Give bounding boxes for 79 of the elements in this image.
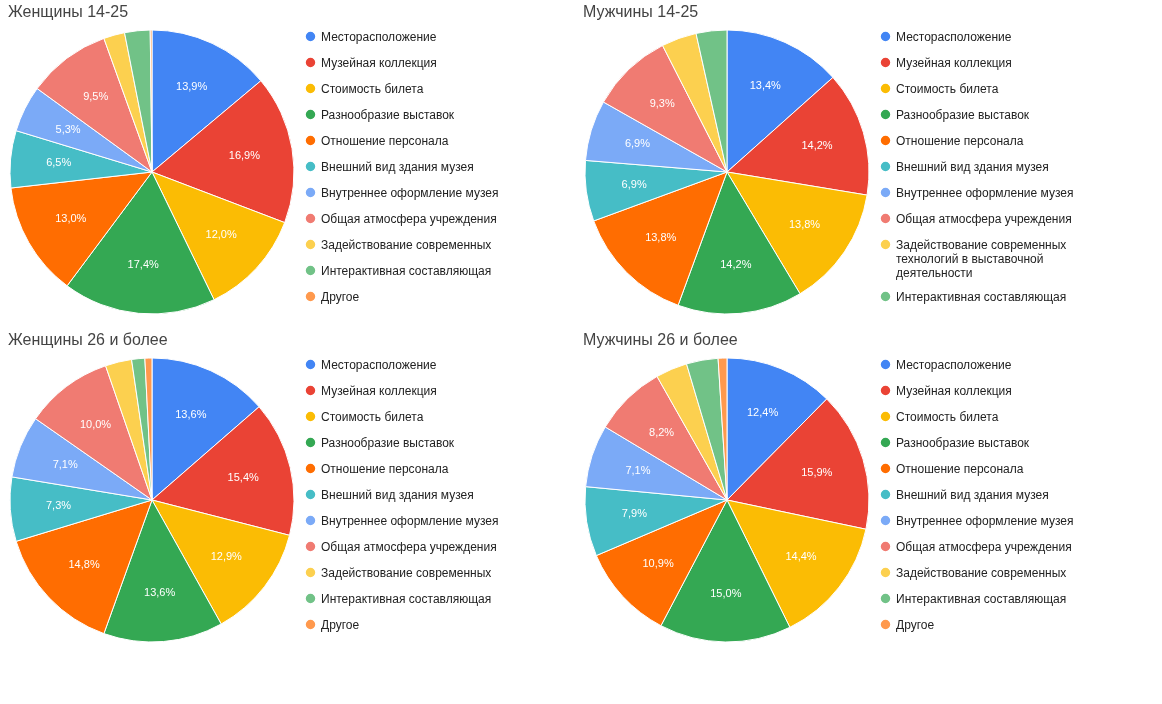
legend-label: Разнообразие выставок bbox=[321, 107, 455, 122]
data-label: 13,8% bbox=[788, 217, 821, 230]
chart-title: Мужчины 14-25 bbox=[583, 3, 699, 20]
legend-label: Общая атмосфера учреждения bbox=[321, 211, 497, 226]
legend-label: Отношение персонала bbox=[321, 133, 449, 148]
legend-label: Внешний вид здания музея bbox=[896, 487, 1049, 502]
legend-label: Общая атмосфера учреждения bbox=[896, 539, 1072, 554]
legend-label: Другое bbox=[321, 289, 360, 304]
legend-label: Отношение персонала bbox=[321, 461, 449, 476]
legend-label: Разнообразие выставок bbox=[896, 107, 1030, 122]
data-label: 6,5% bbox=[46, 156, 72, 169]
legend-label: Месторасположение bbox=[896, 29, 1012, 44]
legend-label: Месторасположение bbox=[321, 357, 437, 372]
data-label: 14,2% bbox=[720, 258, 752, 271]
legend-label: Интерактивная составляющая bbox=[896, 591, 1067, 606]
data-label: 9,5% bbox=[83, 90, 109, 103]
data-label: 12,4% bbox=[746, 406, 779, 419]
legend-label: Внешний вид здания музея bbox=[321, 159, 474, 174]
data-label: 12,0% bbox=[205, 228, 237, 241]
data-label: 13,0% bbox=[55, 211, 87, 224]
legend-label: Общая атмосфера учреждения bbox=[896, 211, 1072, 226]
data-label: 15,4% bbox=[227, 471, 260, 484]
legend-label: Отношение персонала bbox=[896, 461, 1024, 476]
chart-title: Женщины 26 и более bbox=[8, 331, 168, 348]
data-label: 15,9% bbox=[801, 466, 833, 479]
data-label: 13,6% bbox=[175, 407, 207, 420]
legend-label: Другое bbox=[896, 617, 935, 632]
legend-label: Разнообразие выставок bbox=[896, 435, 1030, 450]
data-label: 12,9% bbox=[210, 550, 243, 563]
legend-label: Разнообразие выставок bbox=[321, 435, 455, 450]
legend-label: Внешний вид здания музея bbox=[896, 159, 1049, 174]
legend-label: Задействование современных bbox=[896, 565, 1067, 580]
data-label: 15,0% bbox=[710, 586, 742, 599]
legend-label: Интерактивная составляющая bbox=[321, 591, 492, 606]
legend-label: Стоимость билета bbox=[321, 81, 424, 96]
data-label: 10,9% bbox=[642, 556, 674, 569]
data-label: 8,2% bbox=[649, 425, 675, 438]
legend-label: Месторасположение bbox=[321, 29, 437, 44]
data-label: 13,8% bbox=[645, 231, 677, 244]
chart-title: Мужчины 26 и более bbox=[583, 331, 738, 348]
legend-label: Стоимость билета bbox=[321, 409, 424, 424]
data-label: 10,0% bbox=[79, 418, 112, 431]
legend-label: Интерактивная составляющая bbox=[896, 289, 1067, 304]
data-label: 6,9% bbox=[621, 177, 647, 190]
data-label: 13,6% bbox=[144, 586, 176, 599]
data-label: 14,8% bbox=[68, 557, 100, 570]
data-label: 7,1% bbox=[52, 457, 78, 470]
legend-label: Задействование современных технологий в выставочной деятельности bbox=[896, 237, 1067, 280]
legend-label: Задействование современных bbox=[321, 565, 492, 580]
data-label: 14,4% bbox=[785, 550, 817, 563]
legend-label: Общая атмосфера учреждения bbox=[321, 539, 497, 554]
data-label: 9,3% bbox=[649, 97, 675, 110]
legend-label: Стоимость билета bbox=[896, 81, 999, 96]
data-label: 13,4% bbox=[749, 79, 782, 92]
legend-label: Внешний вид здания музея bbox=[321, 487, 474, 502]
legend-label: Месторасположение bbox=[896, 357, 1012, 372]
data-label: 16,9% bbox=[228, 149, 261, 162]
legend-label: Стоимость билета bbox=[896, 409, 999, 424]
legend-label: Внутреннее оформление музея bbox=[321, 513, 499, 528]
legend-label: Другое bbox=[321, 617, 360, 632]
data-label: 13,9% bbox=[176, 80, 208, 93]
chart-title: Женщины 14-25 bbox=[8, 3, 129, 20]
legend-label: Музейная коллекция bbox=[321, 55, 437, 70]
legend-label: Отношение персонала bbox=[896, 133, 1024, 148]
data-label: 6,9% bbox=[624, 137, 651, 150]
legend-label: Внутреннее оформление музея bbox=[321, 185, 499, 200]
data-label: 7,1% bbox=[625, 463, 651, 476]
legend-label: Внутреннее оформление музея bbox=[896, 185, 1074, 200]
data-label: 7,3% bbox=[45, 499, 72, 512]
legend-label: Музейная коллекция bbox=[321, 383, 437, 398]
data-label: 5,3% bbox=[55, 123, 81, 136]
legend-label: Музейная коллекция bbox=[896, 55, 1012, 70]
legend-label: Интерактивная составляющая bbox=[321, 263, 492, 278]
legend-label: Внутреннее оформление музея bbox=[896, 513, 1074, 528]
legend-label: Задействование современных bbox=[321, 237, 492, 252]
data-label: 17,4% bbox=[127, 258, 159, 271]
data-label: 14,2% bbox=[801, 138, 833, 151]
legend-label: Музейная коллекция bbox=[896, 383, 1012, 398]
data-label: 7,9% bbox=[621, 507, 648, 520]
